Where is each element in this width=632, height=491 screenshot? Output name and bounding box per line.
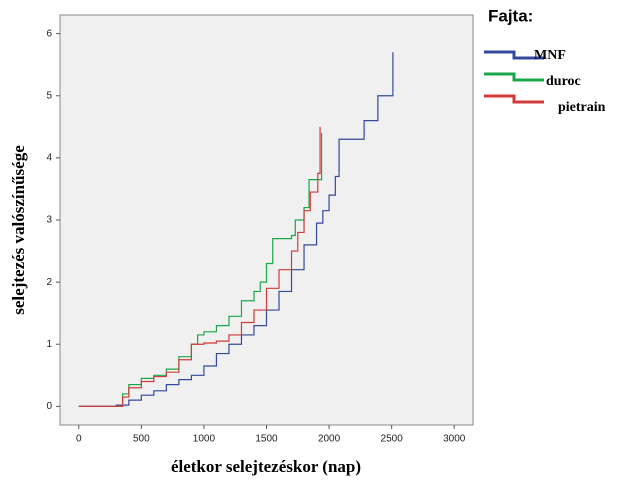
series-line xyxy=(78,133,323,407)
legend-label: MNF xyxy=(534,48,566,63)
y-tick-label: 0 xyxy=(46,401,52,412)
y-tick-label: 4 xyxy=(46,153,52,164)
legend-swatch xyxy=(484,72,544,82)
legend-swatch xyxy=(484,50,544,60)
x-axis-title: életkor selejtezéskor (nap) xyxy=(171,457,361,476)
x-tick-label: 500 xyxy=(133,434,150,445)
x-tick-label: 3000 xyxy=(443,434,466,445)
y-tick-label: 5 xyxy=(46,90,52,101)
y-tick-label: 3 xyxy=(46,215,52,226)
x-tick-label: 2000 xyxy=(318,434,341,445)
plot-area xyxy=(59,14,474,426)
legend-swatch xyxy=(484,94,544,104)
x-tick-label: 2500 xyxy=(381,434,404,445)
y-tick-label: 6 xyxy=(46,28,52,39)
x-tick-label: 0 xyxy=(76,434,82,445)
y-axis-title: selejtezés valószínűsége xyxy=(9,145,28,315)
legend-label: duroc xyxy=(546,74,581,89)
y-tick-label: 1 xyxy=(46,339,52,350)
series-line xyxy=(78,126,321,407)
series-line xyxy=(78,52,394,407)
x-tick-label: 1500 xyxy=(255,434,278,445)
legend-label: pietrain xyxy=(558,100,606,115)
y-tick-label: 2 xyxy=(46,277,52,288)
legend-title: Fajta: xyxy=(488,6,533,25)
x-tick-label: 1000 xyxy=(193,434,216,445)
